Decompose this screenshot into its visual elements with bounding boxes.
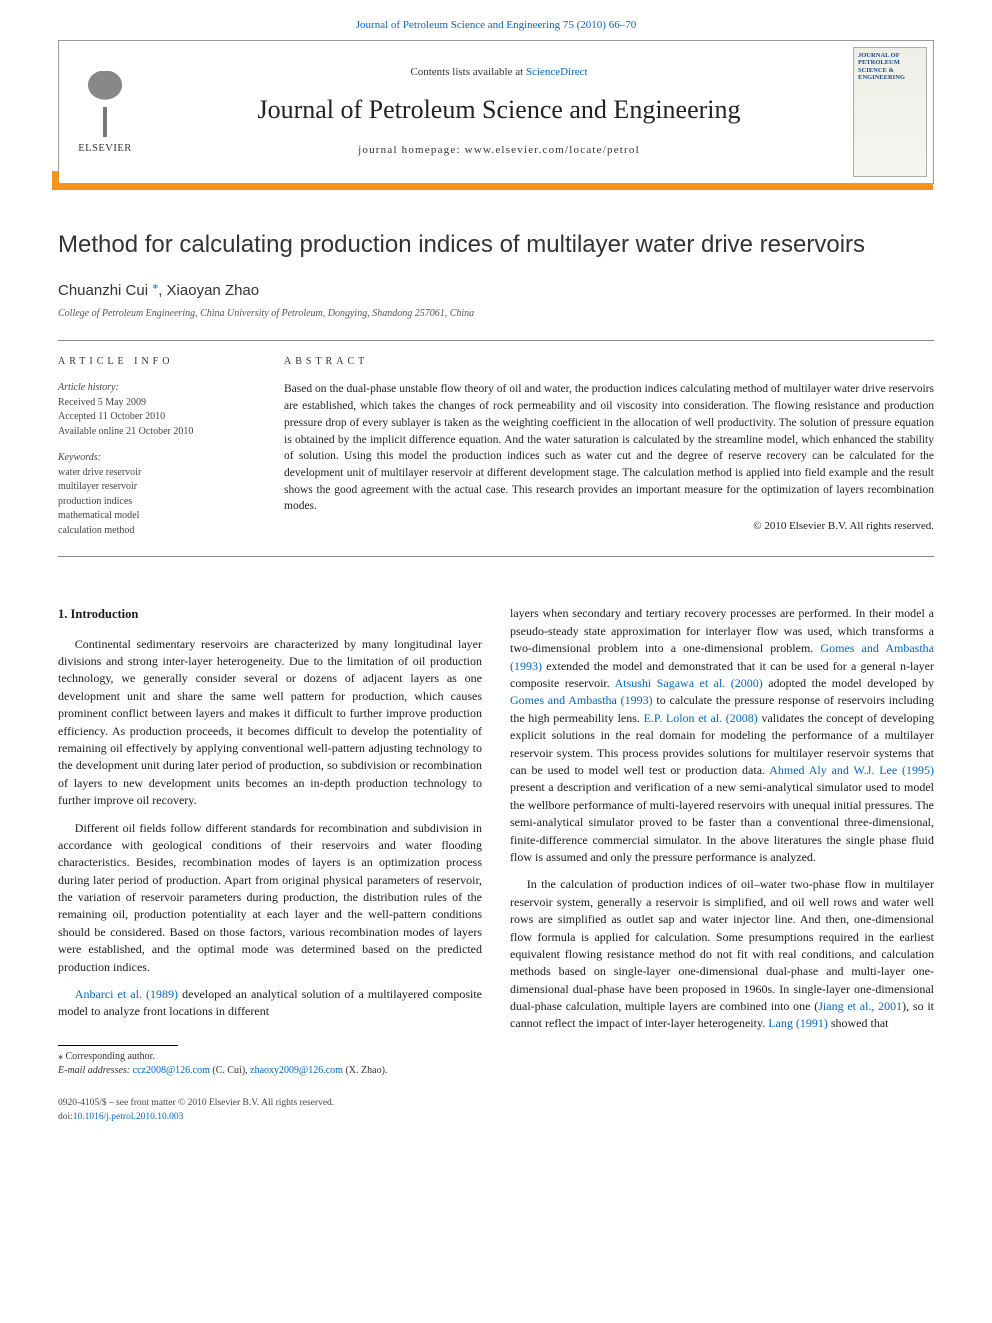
cite-lang[interactable]: Lang (1991) (768, 1016, 828, 1030)
doi-prefix: doi: (58, 1112, 73, 1122)
para-3: Anbarci et al. (1989) developed an analy… (58, 986, 482, 1021)
article-info: article info Article history: Received 5… (58, 355, 256, 539)
author-2: , Xiaoyan Zhao (158, 282, 259, 299)
abstract-copyright: © 2010 Elsevier B.V. All rights reserved… (284, 519, 934, 535)
journal-cover-thumb: JOURNAL OF PETROLEUM SCIENCE & ENGINEERI… (853, 47, 927, 177)
cite-anbarci[interactable]: Anbarci et al. (1989) (75, 987, 178, 1001)
abstract-heading: abstract (284, 355, 934, 370)
abstract-text: Based on the dual-phase unstable flow th… (284, 381, 934, 514)
article-title: Method for calculating production indice… (58, 228, 934, 263)
email-1-who: (C. Cui), (210, 1065, 250, 1076)
keyword-3: mathematical model (58, 509, 256, 524)
header-center: Contents lists available at ScienceDirec… (151, 41, 847, 183)
abstract-block: abstract Based on the dual-phase unstabl… (284, 355, 934, 539)
column-left: 1. Introduction Continental sedimentary … (58, 605, 482, 1078)
homepage-url: www.elsevier.com/locate/petrol (465, 144, 640, 156)
authors: Chuanzhi Cui ⁎, Xiaoyan Zhao (58, 277, 934, 302)
section-1-heading: 1. Introduction (58, 605, 482, 623)
footnote-separator (58, 1045, 178, 1046)
para-5c: showed that (828, 1016, 889, 1030)
cite-lolon[interactable]: E.P. Lolon et al. (2008) (644, 711, 758, 725)
history-label: Article history: (58, 381, 256, 396)
article: Method for calculating production indice… (0, 184, 992, 1079)
sciencedirect-link[interactable]: ScienceDirect (526, 66, 588, 78)
email-2[interactable]: zhaoxy2009@126.com (250, 1065, 343, 1076)
journal-homepage: journal homepage: www.elsevier.com/locat… (358, 143, 640, 159)
journal-name: Journal of Petroleum Science and Enginee… (257, 91, 740, 129)
front-matter-line: 0920-4105/$ – see front matter © 2010 El… (58, 1097, 934, 1111)
publisher-logo: ELSEVIER (59, 41, 151, 183)
running-header-link[interactable]: Journal of Petroleum Science and Enginee… (356, 19, 636, 31)
para-4: layers when secondary and tertiary recov… (510, 605, 934, 866)
para-1: Continental sedimentary reservoirs are c… (58, 636, 482, 810)
para-4c: adopted the model developed by (763, 676, 934, 690)
doi-line: doi:10.1016/j.petrol.2010.10.003 (58, 1111, 934, 1125)
homepage-prefix: journal homepage: (358, 144, 465, 156)
running-header: Journal of Petroleum Science and Enginee… (0, 0, 992, 40)
para-5a: In the calculation of production indices… (510, 877, 934, 1013)
accent-bar-left (52, 171, 59, 183)
accent-bar-bottom (52, 183, 933, 190)
contents-prefix: Contents lists available at (410, 66, 525, 78)
online-line: Available online 21 October 2010 (58, 425, 256, 440)
contents-line: Contents lists available at ScienceDirec… (410, 65, 587, 81)
author-1: Chuanzhi Cui (58, 282, 152, 299)
para-4f: present a description and verification o… (510, 780, 934, 864)
keyword-2: production indices (58, 495, 256, 510)
body-columns: 1. Introduction Continental sedimentary … (58, 605, 934, 1078)
doi-link[interactable]: 10.1016/j.petrol.2010.10.003 (73, 1112, 184, 1122)
affiliation: College of Petroleum Engineering, China … (58, 307, 934, 322)
cite-aly[interactable]: Ahmed Aly and W.J. Lee (1995) (769, 763, 934, 777)
emails-footnote: E-mail addresses: ccz2008@126.com (C. Cu… (58, 1064, 482, 1079)
keywords-label: Keywords: (58, 451, 256, 466)
corr-author-footnote: ⁎ Corresponding author. (58, 1050, 482, 1065)
cite-jiang[interactable]: Jiang et al., 2001 (818, 999, 902, 1013)
emails-label: E-mail addresses: (58, 1065, 133, 1076)
email-1[interactable]: ccz2008@126.com (133, 1065, 210, 1076)
info-heading: article info (58, 355, 256, 370)
cover-title: JOURNAL OF PETROLEUM SCIENCE & ENGINEERI… (858, 52, 922, 82)
cite-gomes-2[interactable]: Gomes and Ambastha (1993) (510, 693, 653, 707)
para-2: Different oil fields follow different st… (58, 820, 482, 977)
accepted-line: Accepted 11 October 2010 (58, 410, 256, 425)
keyword-1: multilayer reservoir (58, 480, 256, 495)
publisher-name: ELSEVIER (78, 141, 132, 156)
elsevier-tree-icon (75, 67, 135, 137)
footer-meta: 0920-4105/$ – see front matter © 2010 El… (58, 1097, 934, 1125)
meta-row: article info Article history: Received 5… (58, 341, 934, 558)
keyword-4: calculation method (58, 524, 256, 539)
column-right: layers when secondary and tertiary recov… (510, 605, 934, 1078)
keywords-block: Keywords: water drive reservoir multilay… (58, 451, 256, 538)
received-line: Received 5 May 2009 (58, 396, 256, 411)
email-2-who: (X. Zhao). (343, 1065, 387, 1076)
cite-sagawa[interactable]: Atsushi Sagawa et al. (2000) (615, 676, 763, 690)
journal-header: ELSEVIER Contents lists available at Sci… (58, 40, 934, 184)
para-5: In the calculation of production indices… (510, 876, 934, 1033)
keyword-0: water drive reservoir (58, 466, 256, 481)
